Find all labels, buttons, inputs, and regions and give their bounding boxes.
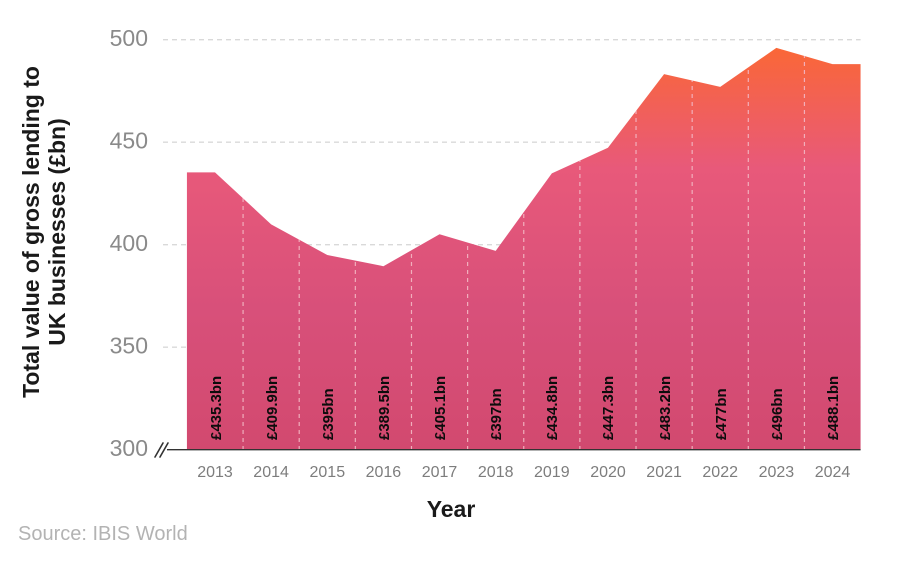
- svg-text:£434.8bn: £434.8bn: [544, 376, 561, 440]
- svg-text:Source: IBIS World: Source: IBIS World: [18, 523, 188, 545]
- svg-text:2015: 2015: [310, 464, 346, 481]
- svg-text:500: 500: [110, 25, 148, 51]
- svg-text:2021: 2021: [646, 464, 682, 481]
- svg-text:£496bn: £496bn: [769, 388, 786, 440]
- svg-text:2020: 2020: [590, 464, 626, 481]
- svg-text:350: 350: [110, 333, 148, 359]
- svg-text:450: 450: [110, 128, 148, 154]
- svg-text:2017: 2017: [422, 464, 458, 481]
- svg-text:£477bn: £477bn: [713, 388, 730, 440]
- svg-text:Year: Year: [427, 496, 476, 522]
- svg-text:2019: 2019: [534, 464, 570, 481]
- svg-text:£447.3bn: £447.3bn: [600, 376, 617, 440]
- svg-text:£483.2bn: £483.2bn: [657, 376, 674, 440]
- svg-text:2013: 2013: [197, 464, 233, 481]
- svg-text:£397bn: £397bn: [488, 388, 505, 440]
- svg-text:2024: 2024: [815, 464, 851, 481]
- svg-text:£435.3bn: £435.3bn: [208, 376, 225, 440]
- svg-text:2022: 2022: [702, 464, 738, 481]
- svg-text:£405.1bn: £405.1bn: [432, 376, 449, 440]
- svg-text:2018: 2018: [478, 464, 514, 481]
- svg-text:2023: 2023: [759, 464, 795, 481]
- svg-text:Total value of gross lending t: Total value of gross lending to: [18, 66, 44, 398]
- svg-text:300: 300: [110, 435, 148, 461]
- svg-text:2014: 2014: [253, 464, 289, 481]
- svg-text:400: 400: [110, 230, 148, 256]
- svg-text:£395bn: £395bn: [320, 388, 337, 440]
- svg-text:£409.9bn: £409.9bn: [264, 376, 281, 440]
- svg-text:£389.5bn: £389.5bn: [376, 376, 393, 440]
- svg-text:UK businesses (£bn): UK businesses (£bn): [44, 118, 70, 346]
- svg-text:£488.1bn: £488.1bn: [825, 376, 842, 440]
- svg-text:2016: 2016: [366, 464, 402, 481]
